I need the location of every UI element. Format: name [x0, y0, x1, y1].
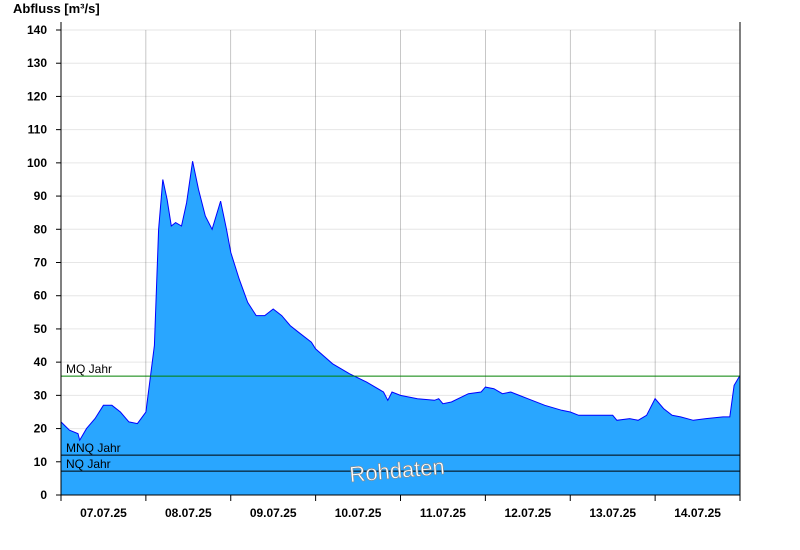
discharge-line — [60, 161, 741, 442]
y-tick-label: 0 — [40, 488, 47, 502]
reference-line-label: MNQ Jahr — [66, 441, 121, 455]
x-tick-label: 14.07.25 — [674, 506, 721, 520]
y-tick-label: 60 — [34, 289, 48, 303]
x-tick-label: 10.07.25 — [335, 506, 382, 520]
x-tick-label: 12.07.25 — [504, 506, 551, 520]
reference-line-label: MQ Jahr — [66, 362, 112, 376]
x-tick-label: 13.07.25 — [589, 506, 636, 520]
y-tick-label: 100 — [27, 156, 47, 170]
y-tick-label: 10 — [34, 455, 48, 469]
axes — [56, 22, 741, 501]
y-tick-label: 70 — [34, 256, 48, 270]
y-tick-label: 110 — [28, 123, 48, 137]
y-tick-label: 130 — [27, 56, 47, 70]
plot-area — [60, 161, 741, 495]
y-axis-title: Abfluss [m³/s] — [13, 1, 100, 16]
x-tick-label: 09.07.25 — [250, 506, 297, 520]
x-tick-label: 08.07.25 — [165, 506, 212, 520]
reference-lines: MQ Jahr MNQ Jahr NQ Jahr — [61, 362, 740, 472]
y-tick-label: 40 — [34, 355, 48, 369]
y-tick-label: 140 — [27, 23, 47, 37]
discharge-area — [61, 161, 740, 495]
tick-labels: 0 10 20 30 40 50 60 70 80 90 100 110 120 130 140 07.07.… — [27, 23, 721, 520]
y-tick-label: 80 — [34, 222, 48, 236]
y-tick-label: 90 — [34, 189, 48, 203]
y-tick-label: 20 — [34, 422, 48, 436]
y-tick-label: 30 — [34, 388, 48, 402]
x-tick-label: 11.07.25 — [420, 506, 466, 520]
x-tick-label: 07.07.25 — [80, 506, 127, 520]
y-tick-label: 120 — [27, 89, 47, 103]
y-tick-label: 50 — [34, 322, 48, 336]
reference-line-label: NQ Jahr — [66, 457, 111, 471]
